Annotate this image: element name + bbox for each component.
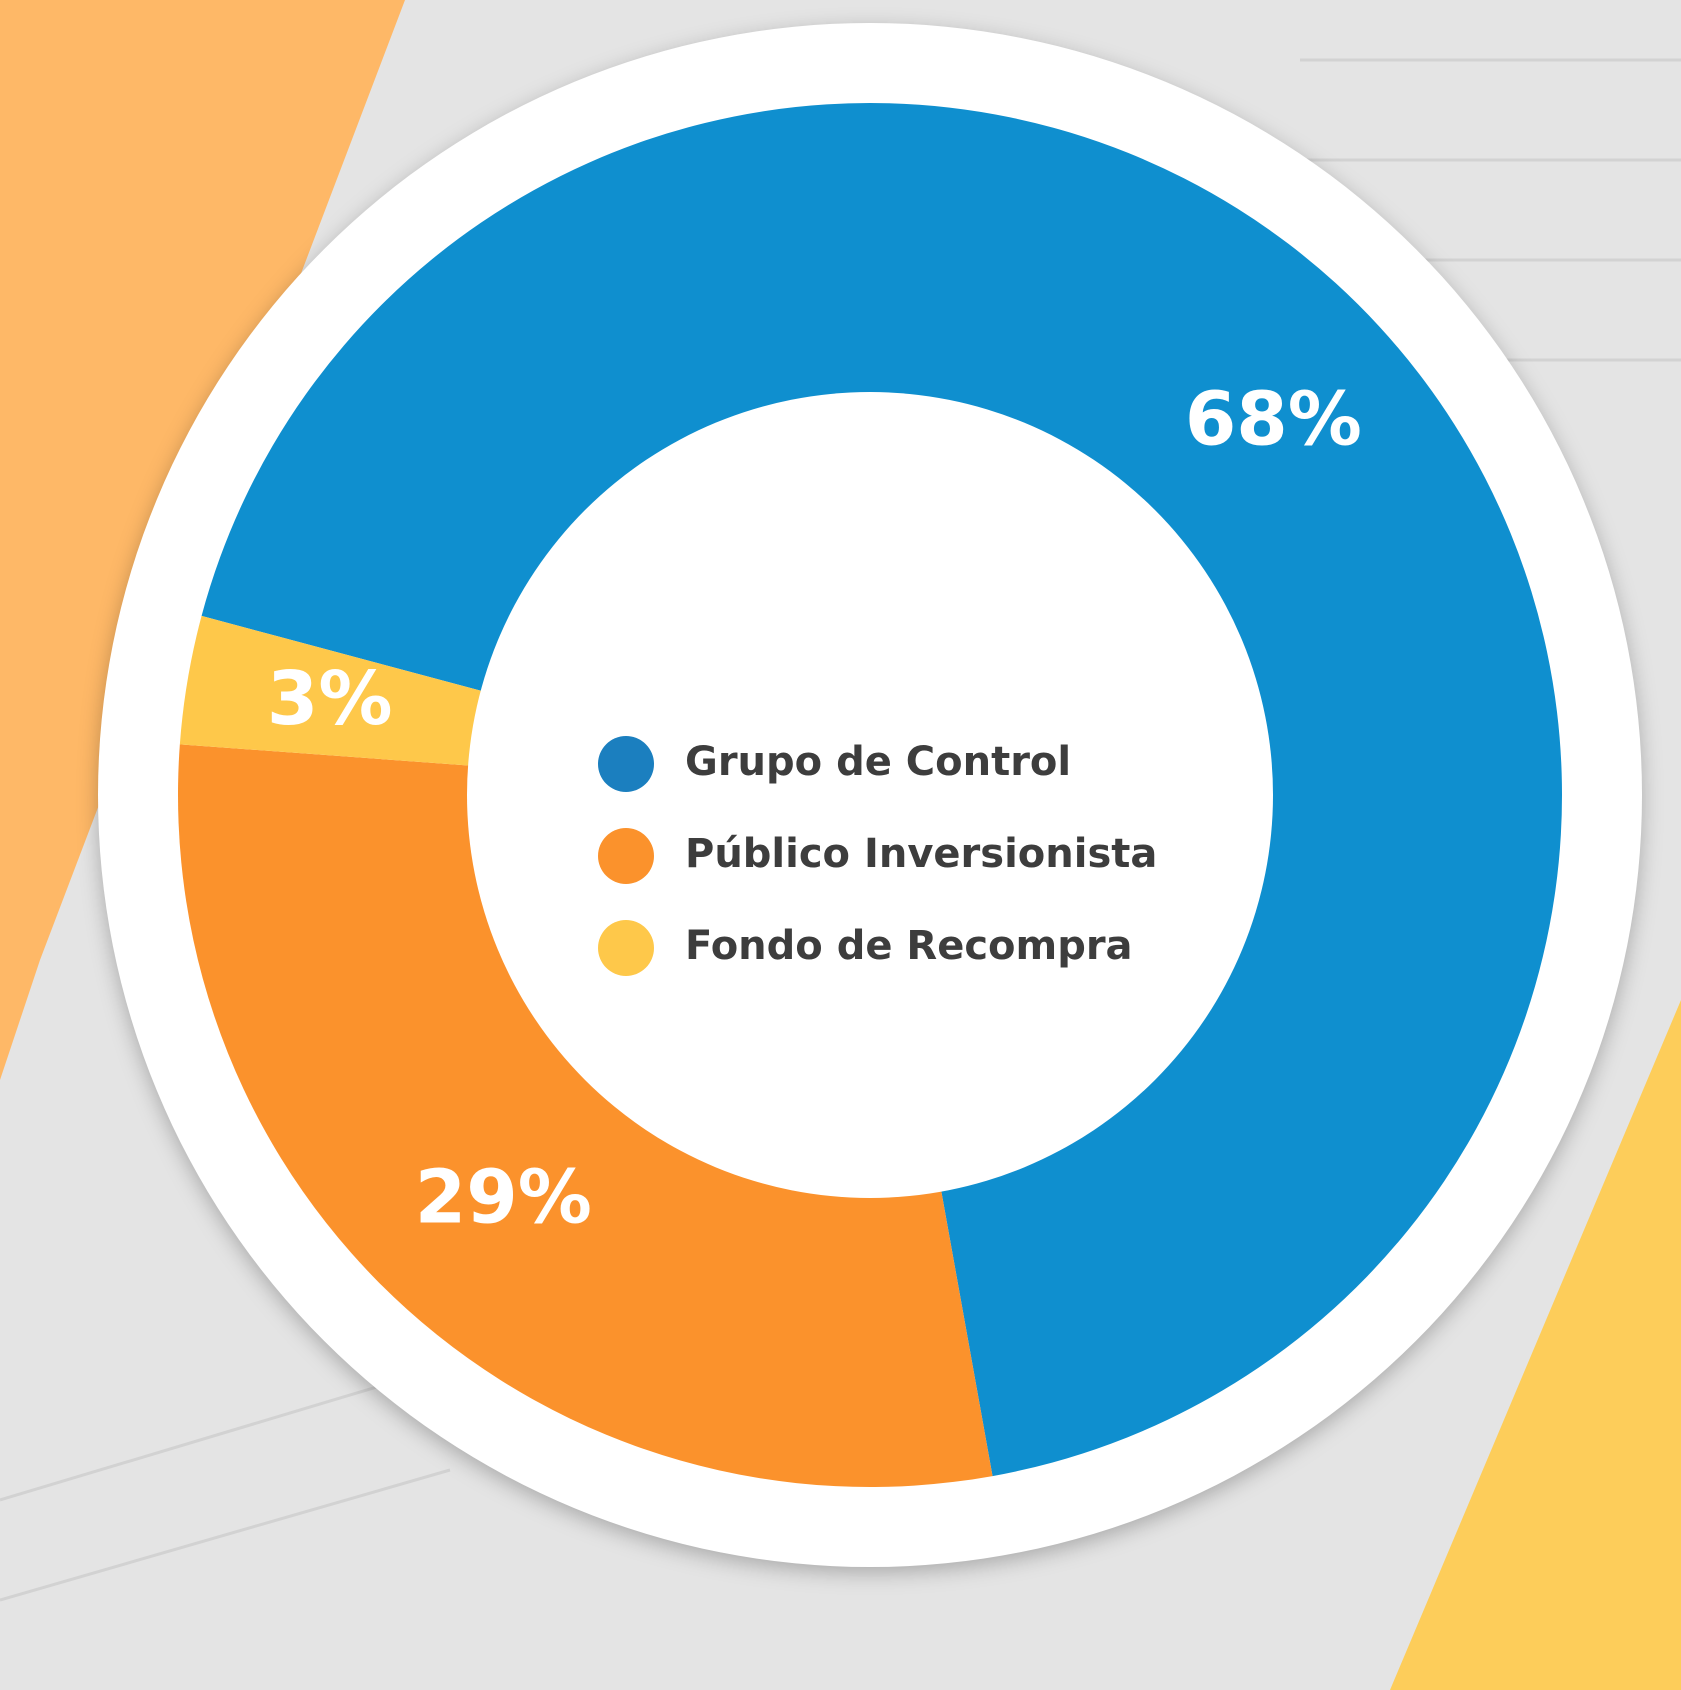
value-label: 29%: [415, 1155, 592, 1241]
legend-label: Fondo de Recompra: [685, 923, 1133, 969]
orange-stripe: [0, 0, 405, 1080]
legend-marker: [598, 920, 654, 976]
legend-marker: [598, 828, 654, 884]
legend-marker: [598, 736, 654, 792]
donut-hole: [467, 392, 1273, 1198]
yellow-stripe: [1390, 1000, 1681, 1690]
value-label: 3%: [267, 656, 393, 742]
value-label: 68%: [1185, 377, 1362, 463]
legend-label: Grupo de Control: [685, 739, 1071, 785]
legend-label: Público Inversionista: [685, 831, 1157, 877]
